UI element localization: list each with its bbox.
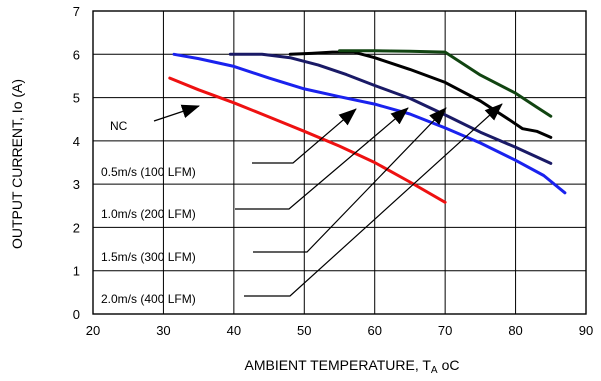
x-tick-label-90: 90 bbox=[579, 323, 593, 338]
y-tick-label-0: 0 bbox=[73, 307, 80, 322]
x-tick-label-80: 80 bbox=[508, 323, 522, 338]
annotation-arrow-lfm400 bbox=[244, 103, 503, 297]
series-lines bbox=[168, 49, 567, 204]
y-tick-label-4: 4 bbox=[73, 134, 80, 149]
y-axis-label: OUTPUT CURRENT, Io (A) bbox=[9, 79, 25, 249]
series-line-lfm200 bbox=[228, 52, 553, 165]
x-tick-label-30: 30 bbox=[156, 323, 170, 338]
y-tick-label-3: 3 bbox=[73, 177, 80, 192]
x-tick-label-70: 70 bbox=[438, 323, 452, 338]
annotation-label-lfm400: 2.0m/s (400 LFM) bbox=[101, 292, 196, 306]
axes bbox=[92, 10, 587, 315]
annotation-arrow-lfm200 bbox=[235, 107, 409, 210]
series-line-lfm300 bbox=[288, 50, 553, 139]
series-line-nc bbox=[168, 76, 447, 204]
x-axis-label-subscript: A bbox=[431, 365, 438, 376]
annotation-label-lfm200: 1.0m/s (200 LFM) bbox=[101, 207, 196, 221]
annotation-arrow-lfm100 bbox=[252, 108, 357, 164]
y-tick-label-7: 7 bbox=[73, 4, 80, 19]
grid bbox=[93, 11, 586, 314]
y-tick-label-5: 5 bbox=[73, 91, 80, 106]
y-tick-label-2: 2 bbox=[73, 220, 80, 235]
series-line-lfm400 bbox=[338, 49, 553, 118]
annotation-arrow-nc bbox=[153, 104, 200, 122]
x-tick-label-50: 50 bbox=[297, 323, 311, 338]
annotations: NC 0.5m/s (100 LFM) 1.0m/s (200 LFM) 1.5m/s… bbox=[101, 103, 503, 306]
annotation-arrow-lfm300 bbox=[253, 107, 447, 253]
x-tick-label-60: 60 bbox=[367, 323, 381, 338]
x-tick-label-40: 40 bbox=[227, 323, 241, 338]
annotation-label-nc: NC bbox=[110, 119, 128, 133]
x-tick-label-20: 20 bbox=[86, 323, 100, 338]
plot-frame bbox=[92, 10, 587, 315]
y-tick-label-1: 1 bbox=[73, 264, 80, 279]
y-tick-label-6: 6 bbox=[73, 47, 80, 62]
annotation-label-lfm300: 1.5m/s (300 LFM) bbox=[101, 250, 196, 264]
series-line-lfm100 bbox=[172, 52, 567, 195]
tick-labels: 20 30 40 50 60 70 80 90 0 1 2 3 4 5 6 7 bbox=[73, 4, 593, 338]
x-axis-label-unit: oC bbox=[442, 357, 460, 373]
annotation-label-lfm100: 0.5m/s (100 LFM) bbox=[101, 165, 196, 179]
x-axis-label: AMBIENT TEMPERATURE, TA oC bbox=[244, 357, 459, 376]
